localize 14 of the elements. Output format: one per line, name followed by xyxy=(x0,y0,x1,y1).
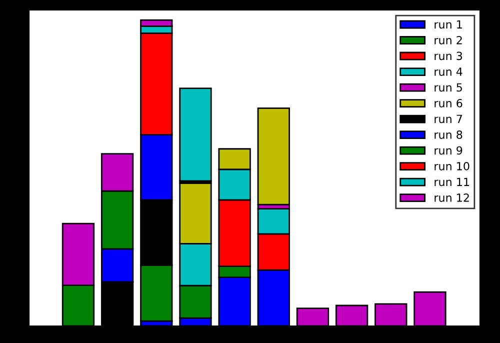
bar xyxy=(179,88,212,182)
legend-label: run 5 xyxy=(434,83,462,92)
legend-label: run 8 xyxy=(434,130,462,139)
legend-label: run 10 xyxy=(434,162,470,170)
legend-label: run 2 xyxy=(434,36,462,44)
legend-label: run 12 xyxy=(434,193,469,202)
legend-label: run 11 xyxy=(434,178,469,186)
bar xyxy=(257,108,290,206)
legend-label: run 9 xyxy=(434,146,462,155)
legend-label: run 7 xyxy=(434,114,462,124)
legend-label: run 3 xyxy=(434,52,462,60)
legend-label: run 4 xyxy=(434,68,462,76)
legend-label: run 1 xyxy=(434,20,462,29)
legend-label: run 6 xyxy=(434,98,462,108)
